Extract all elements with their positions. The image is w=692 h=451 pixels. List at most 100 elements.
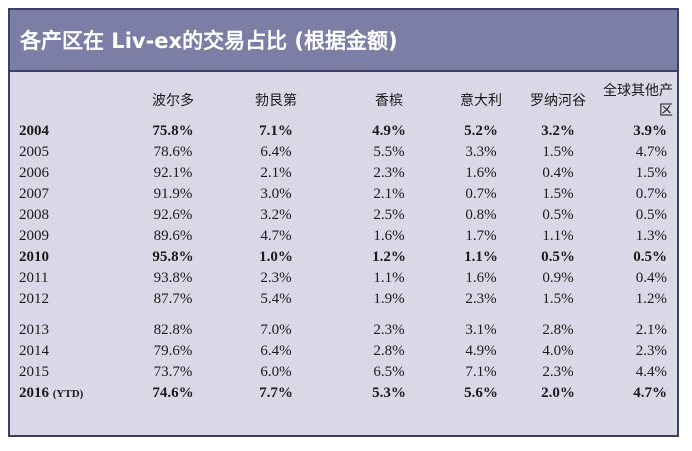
value-cell: 2.3% bbox=[260, 270, 292, 286]
value-cell: 3.1% bbox=[465, 322, 497, 338]
year-cell: 2014 bbox=[19, 343, 49, 359]
value-cell: 0.5% bbox=[635, 207, 667, 223]
table-title: 各产区在 Liv-ex的交易占比 (根据金额) bbox=[20, 29, 398, 53]
value-cell: 75.8% bbox=[152, 123, 194, 139]
value-cell: 0.4% bbox=[635, 270, 667, 286]
value-cell: 1.3% bbox=[635, 228, 667, 244]
value-cell: 74.6% bbox=[152, 385, 194, 401]
value-cell: 1.6% bbox=[373, 228, 405, 244]
value-cell: 1.5% bbox=[542, 291, 574, 307]
table-row: 2010 95.8% 1.0% 1.2% 1.1% 0.5% 0.5% bbox=[10, 247, 677, 268]
value-cell: 2.1% bbox=[373, 186, 405, 202]
value-cell: 0.8% bbox=[465, 207, 497, 223]
header-bordeaux: 波尔多 bbox=[152, 93, 194, 109]
value-cell: 89.6% bbox=[153, 228, 193, 244]
table-row: 2015 73.7% 6.0% 6.5% 7.1% 2.3% 4.4% bbox=[10, 362, 677, 383]
value-cell: 4.7% bbox=[633, 385, 667, 401]
year-cell: 2009 bbox=[19, 228, 49, 244]
value-cell: 6.4% bbox=[260, 343, 292, 359]
value-cell: 5.4% bbox=[260, 291, 292, 307]
value-cell: 5.2% bbox=[464, 123, 498, 139]
value-cell: 7.7% bbox=[259, 385, 293, 401]
value-cell: 91.9% bbox=[153, 186, 193, 202]
value-cell: 1.2% bbox=[372, 249, 406, 265]
header-italy: 意大利 bbox=[460, 93, 502, 109]
year-cell: 2016 (YTD) bbox=[19, 385, 84, 401]
value-cell: 4.7% bbox=[635, 144, 667, 160]
header-burgundy: 勃艮第 bbox=[255, 93, 297, 109]
value-cell: 1.0% bbox=[259, 249, 293, 265]
value-cell: 1.5% bbox=[542, 186, 574, 202]
table-row: 2013 82.8% 7.0% 2.3% 3.1% 2.8% 2.1% bbox=[10, 320, 677, 341]
table-row: 2016 (YTD) 74.6% 7.7% 5.3% 5.6% 2.0% 4.7% bbox=[10, 383, 677, 404]
year-cell: 2012 bbox=[19, 291, 49, 307]
value-cell: 5.5% bbox=[373, 144, 405, 160]
ytd-label: (YTD) bbox=[52, 388, 84, 400]
value-cell: 2.8% bbox=[373, 343, 405, 359]
share-table: 波尔多 勃艮第 香槟 意大利 罗纳河谷 全球其他产区 2004 75.8% 7.1%… bbox=[10, 72, 677, 404]
value-cell: 78.6% bbox=[153, 144, 193, 160]
value-cell: 1.1% bbox=[373, 270, 405, 286]
value-cell: 1.6% bbox=[465, 270, 497, 286]
table-row: 2004 75.8% 7.1% 4.9% 5.2% 3.2% 3.9% bbox=[10, 121, 677, 142]
value-cell: 2.0% bbox=[541, 385, 575, 401]
value-cell: 92.1% bbox=[153, 165, 193, 181]
year-cell: 2010 bbox=[19, 249, 49, 265]
year-cell: 2011 bbox=[19, 270, 49, 286]
value-cell: 1.2% bbox=[635, 291, 667, 307]
value-cell: 0.5% bbox=[633, 249, 667, 265]
table-frame: 各产区在 Liv-ex的交易占比 (根据金额) 波尔多 勃艮第 香槟 意大利 罗… bbox=[8, 8, 679, 437]
table-row: 2006 92.1% 2.1% 2.3% 1.6% 0.4% 1.5% bbox=[10, 163, 677, 184]
header-rest-of-world: 全球其他产区 bbox=[603, 83, 673, 119]
value-cell: 3.9% bbox=[633, 123, 667, 139]
header-champagne: 香槟 bbox=[375, 93, 403, 109]
value-cell: 2.3% bbox=[373, 165, 405, 181]
value-cell: 4.7% bbox=[260, 228, 292, 244]
value-cell: 1.5% bbox=[542, 144, 574, 160]
value-cell: 5.3% bbox=[372, 385, 406, 401]
value-cell: 2.1% bbox=[260, 165, 292, 181]
value-cell: 1.6% bbox=[465, 165, 497, 181]
table-row: 2008 92.6% 3.2% 2.5% 0.8% 0.5% 0.5% bbox=[10, 205, 677, 226]
value-cell: 2.5% bbox=[373, 207, 405, 223]
year-cell: 2004 bbox=[19, 123, 49, 139]
value-cell: 0.5% bbox=[541, 249, 575, 265]
value-cell: 1.1% bbox=[464, 249, 498, 265]
year-cell: 2005 bbox=[19, 144, 49, 160]
value-cell: 93.8% bbox=[153, 270, 193, 286]
year-cell: 2007 bbox=[19, 186, 49, 202]
value-cell: 82.8% bbox=[153, 322, 193, 338]
value-cell: 5.6% bbox=[464, 385, 498, 401]
value-cell: 4.9% bbox=[372, 123, 406, 139]
value-cell: 2.8% bbox=[542, 322, 574, 338]
value-cell: 0.7% bbox=[635, 186, 667, 202]
value-cell: 1.1% bbox=[542, 228, 574, 244]
value-cell: 2.1% bbox=[635, 322, 667, 338]
year-cell: 2008 bbox=[19, 207, 49, 223]
value-cell: 2.3% bbox=[635, 343, 667, 359]
value-cell: 2.3% bbox=[542, 364, 574, 380]
value-cell: 3.2% bbox=[541, 123, 575, 139]
year-cell: 2006 bbox=[19, 165, 49, 181]
header-row: 波尔多 勃艮第 香槟 意大利 罗纳河谷 全球其他产区 bbox=[10, 72, 677, 121]
value-cell: 1.9% bbox=[373, 291, 405, 307]
value-cell: 3.2% bbox=[260, 207, 292, 223]
value-cell: 4.4% bbox=[635, 364, 667, 380]
header-year bbox=[10, 72, 127, 121]
year-cell: 2013 bbox=[19, 322, 49, 338]
table-row: 2014 79.6% 6.4% 2.8% 4.9% 4.0% 2.3% bbox=[10, 341, 677, 362]
table-row: 2012 87.7% 5.4% 1.9% 2.3% 1.5% 1.2% bbox=[10, 289, 677, 310]
value-cell: 87.7% bbox=[153, 291, 193, 307]
value-cell: 6.4% bbox=[260, 144, 292, 160]
value-cell: 0.5% bbox=[542, 207, 574, 223]
value-cell: 79.6% bbox=[153, 343, 193, 359]
value-cell: 6.5% bbox=[373, 364, 405, 380]
value-cell: 1.7% bbox=[465, 228, 497, 244]
value-cell: 0.7% bbox=[465, 186, 497, 202]
value-cell: 3.3% bbox=[465, 144, 497, 160]
table-row: 2007 91.9% 3.0% 2.1% 0.7% 1.5% 0.7% bbox=[10, 184, 677, 205]
row-spacer bbox=[10, 310, 677, 320]
value-cell: 1.5% bbox=[635, 165, 667, 181]
value-cell: 7.1% bbox=[259, 123, 293, 139]
value-cell: 73.7% bbox=[153, 364, 193, 380]
